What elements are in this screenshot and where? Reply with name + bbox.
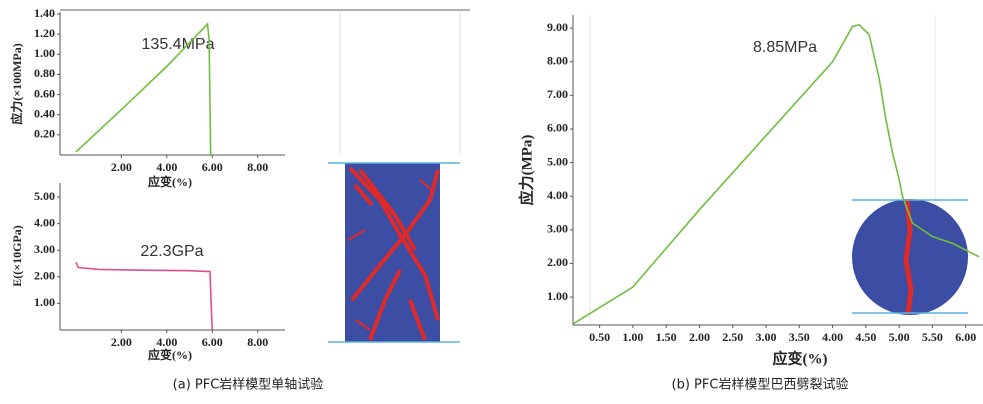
y-axis-label: 应力(×100MPa) bbox=[9, 43, 24, 125]
x-tick-label: 8.00 bbox=[247, 335, 268, 349]
specimen-image bbox=[328, 162, 460, 343]
x-axis-label: 应变(%) bbox=[148, 347, 192, 362]
y-tick-label: 0.20 bbox=[34, 127, 55, 141]
x-tick-label: 2.00 bbox=[689, 330, 710, 344]
y-tick-label: 6.00 bbox=[547, 121, 568, 135]
y-tick-label: 8.00 bbox=[547, 53, 568, 67]
x-axis-label: 应变(%) bbox=[773, 349, 828, 367]
y-tick-label: 4.00 bbox=[547, 188, 568, 202]
y-tick-label: 7.00 bbox=[547, 87, 568, 101]
y-tick-label: 1.40 bbox=[34, 6, 55, 20]
x-tick-label: 4.00 bbox=[822, 330, 843, 344]
x-tick-label: 5.00 bbox=[889, 330, 910, 344]
x-tick-label: 2.50 bbox=[722, 330, 743, 344]
y-tick-label: 0.60 bbox=[34, 86, 55, 100]
y-tick-label: 1.00 bbox=[34, 295, 55, 309]
y-tick-label: 1.00 bbox=[34, 46, 55, 60]
data-line bbox=[75, 22, 212, 156]
x-tick-label: 6.00 bbox=[955, 330, 976, 344]
data-line bbox=[572, 23, 980, 325]
y-tick-label: 2.00 bbox=[547, 255, 568, 269]
x-tick-label: 0.50 bbox=[589, 330, 610, 344]
y-tick-label: 0.80 bbox=[34, 66, 55, 80]
y-tick-label: 1.00 bbox=[547, 289, 568, 303]
y-tick-label: 2.00 bbox=[34, 269, 55, 283]
annotation: 8.85MPa bbox=[753, 39, 817, 56]
x-tick-label: 6.00 bbox=[202, 160, 223, 174]
data-line bbox=[75, 261, 214, 330]
x-tick-label: 4.50 bbox=[855, 330, 876, 344]
x-tick-label: 1.00 bbox=[622, 330, 643, 344]
x-tick-label: 6.00 bbox=[202, 335, 223, 349]
disc-image bbox=[852, 199, 968, 315]
caption: (b) PFC岩样模型巴西劈裂试验 bbox=[672, 377, 849, 393]
x-tick-label: 2.00 bbox=[111, 160, 132, 174]
y-tick-label: 0.40 bbox=[34, 106, 55, 120]
y-axis-label: 应力(MPa) bbox=[517, 135, 535, 206]
y-tick-label: 3.00 bbox=[34, 242, 55, 256]
y-tick-label: 1.20 bbox=[34, 26, 55, 40]
y-tick-label: 3.00 bbox=[547, 222, 568, 236]
x-tick-label: 8.00 bbox=[247, 160, 268, 174]
y-axis-label: E((×10GPa) bbox=[10, 225, 24, 287]
x-tick-label: 4.00 bbox=[156, 160, 177, 174]
x-tick-label: 3.00 bbox=[756, 330, 777, 344]
y-tick-label: 9.00 bbox=[547, 20, 568, 34]
x-tick-label: 4.00 bbox=[156, 335, 177, 349]
annotation: 135.4MPa bbox=[142, 36, 215, 53]
x-tick-label: 5.50 bbox=[922, 330, 943, 344]
caption: (a) PFC岩样模型单轴试验 bbox=[173, 377, 324, 393]
y-tick-label: 5.00 bbox=[34, 189, 55, 203]
y-tick-label: 4.00 bbox=[34, 215, 55, 229]
x-tick-label: 2.00 bbox=[111, 335, 132, 349]
x-tick-label: 3.50 bbox=[789, 330, 810, 344]
x-tick-label: 1.50 bbox=[656, 330, 677, 344]
annotation: 22.3GPa bbox=[140, 243, 203, 260]
y-tick-label: 5.00 bbox=[547, 154, 568, 168]
x-axis-label: 应变(%) bbox=[148, 174, 192, 189]
